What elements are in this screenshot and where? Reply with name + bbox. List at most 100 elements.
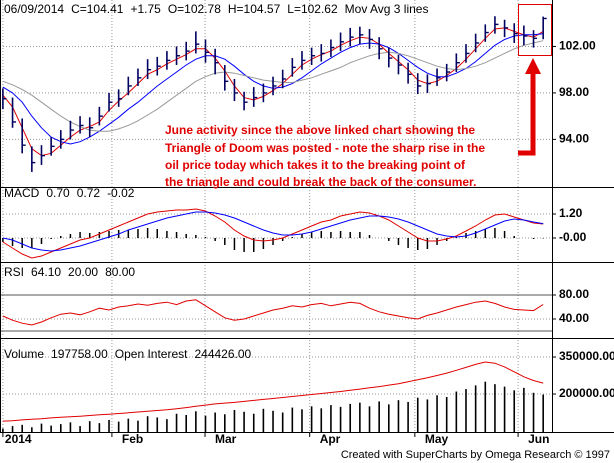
volume-bar [301, 409, 303, 432]
header-text: H=104.57 [228, 2, 281, 16]
volume-bar [117, 421, 120, 432]
x-tick-label: May [425, 432, 449, 446]
volume-bar [146, 416, 149, 432]
volume-bar [243, 411, 245, 432]
level-label: 20.00 [68, 265, 98, 279]
legend-value: 197758.00 [51, 347, 108, 361]
volume-bar [2, 428, 4, 432]
legend-value: 244426.00 [194, 347, 251, 361]
volume-bar [397, 400, 400, 432]
volume-bar [214, 412, 216, 432]
volume-bar [50, 425, 52, 432]
annotation-line: oil price today which takes it to the br… [165, 158, 466, 172]
volume-bar [330, 405, 332, 432]
y-tick-label: -0.00 [559, 230, 587, 244]
volume-bar [69, 422, 72, 432]
volume-bar [272, 410, 274, 432]
annotation-line: June activity since the above linked cha… [165, 123, 475, 137]
volume-bar [474, 385, 477, 432]
volume-bar [262, 408, 265, 432]
volume-bar [175, 413, 178, 432]
header-text: 06/09/2014 [4, 2, 64, 16]
volume-bar [378, 401, 380, 432]
volume-bar [204, 415, 207, 432]
arrow-head [525, 58, 541, 74]
open-interest-line [2, 361, 544, 422]
volume-bar [185, 414, 188, 432]
volume-bar [484, 381, 487, 432]
y-tick-label: 94.00 [559, 132, 589, 146]
volume-bar [291, 407, 294, 432]
y-tick-label: 350000.00 [559, 349, 614, 363]
legend-name: Open Interest [115, 347, 188, 361]
header-text: Mov Avg 3 lines [345, 2, 429, 16]
level-label: 80.00 [105, 265, 135, 279]
indicator-line [2, 211, 544, 252]
volume-bar [59, 424, 62, 432]
volume-bar [523, 387, 525, 432]
volume-bar [21, 424, 23, 432]
volume-bar [11, 426, 14, 432]
legend-value: 0.70 [46, 186, 70, 200]
volume-bar [513, 390, 516, 432]
panel-title: RSI [4, 265, 24, 279]
volume-bar [349, 403, 352, 432]
volume-bar [436, 395, 438, 432]
y-tick-label: 1.20 [559, 206, 583, 220]
volume-bar [339, 406, 342, 432]
volume-bar [40, 423, 43, 432]
volume-bar [407, 401, 409, 432]
header-text: +1.75 [130, 2, 161, 16]
y-tick-label: 40.00 [559, 311, 589, 325]
x-tick-label: Jun [528, 432, 549, 446]
volume-bar [223, 414, 226, 432]
volume-bar [79, 426, 81, 432]
header-text: L=102.62 [287, 2, 338, 16]
volume-bar [426, 399, 429, 432]
header-text: C=104.41 [71, 2, 124, 16]
volume-bar [127, 418, 130, 432]
volume-bar [416, 397, 419, 432]
highlight-box [518, 4, 552, 56]
x-tick-label: 2014 [5, 432, 32, 446]
x-tick-label: Mar [215, 432, 237, 446]
volume-bar [445, 396, 448, 432]
annotation-line: Triangle of Doom was posted - note the s… [165, 141, 485, 155]
panel-title: Volume [4, 347, 44, 361]
footer: Created with SuperCharts by Omega Resear… [341, 449, 610, 461]
volume-bar [455, 391, 458, 432]
volume-bar [503, 386, 506, 432]
x-tick-label: Feb [122, 432, 143, 446]
header-text: O=102.78 [168, 2, 221, 16]
volume-bar [31, 427, 33, 432]
volume-bar [137, 420, 139, 432]
layers: 94.00 98.00 102.00 06/09/2014 C=104.41 +1.75 O… [0, 0, 614, 446]
volume-bar [494, 384, 496, 432]
volume-bar [388, 404, 390, 432]
x-tick-label: Apr [320, 432, 341, 446]
volume-bar [368, 406, 371, 432]
y-tick-label: 80.00 [559, 287, 589, 301]
panel-title: MACD [4, 186, 40, 200]
volume-bar [532, 392, 535, 432]
volume-bar [88, 421, 91, 432]
volume-bar [281, 412, 284, 432]
volume-bar [359, 402, 361, 432]
volume-bar [166, 419, 168, 432]
volume-bar [108, 419, 110, 432]
volume-bar [310, 406, 313, 432]
volume-bar [233, 410, 236, 432]
volume-bar [98, 423, 101, 432]
legend-value: -0.02 [107, 186, 135, 200]
volume-bar [156, 417, 159, 432]
volume-bar [252, 413, 255, 432]
legend-value: 0.72 [77, 186, 101, 200]
arrow-shaft [518, 72, 536, 156]
y-tick-label: 98.00 [559, 85, 589, 99]
volume-bar [320, 408, 323, 432]
y-tick-label: 200000.00 [559, 386, 614, 400]
volume-bar [542, 394, 544, 432]
y-tick-label: 102.00 [559, 39, 596, 53]
